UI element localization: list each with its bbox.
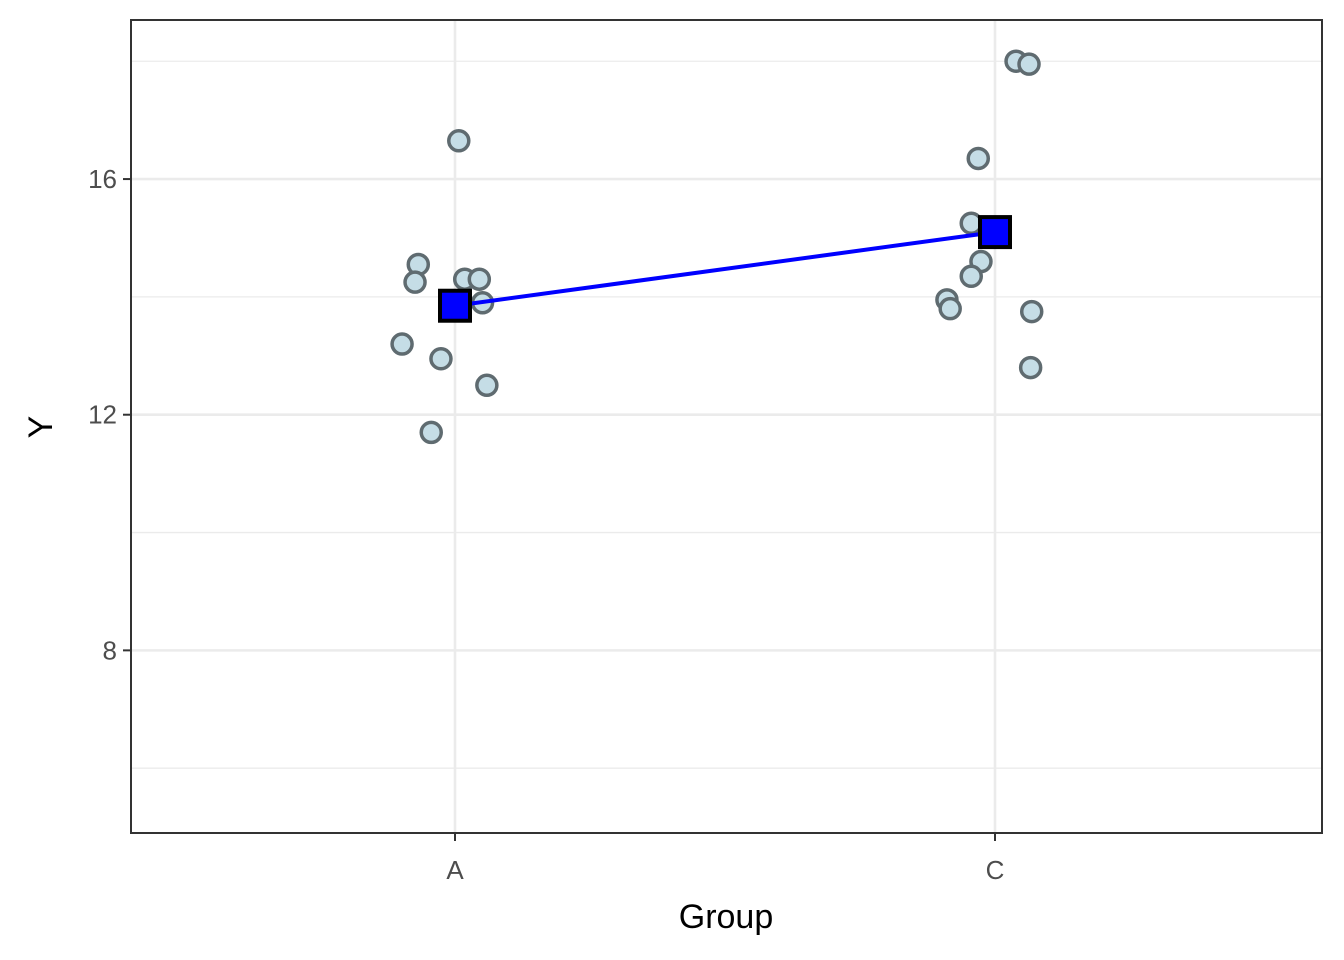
gridlines — [131, 20, 1322, 833]
y-tick-label: 8 — [103, 635, 117, 665]
data-point — [1019, 299, 1044, 324]
mean-marker — [978, 215, 1012, 250]
data-point — [1017, 52, 1041, 76]
means-line — [454, 230, 996, 308]
panel-border — [130, 19, 1323, 834]
y-tick-label: 16 — [88, 164, 117, 194]
data-point — [429, 347, 453, 371]
group-means — [438, 215, 1012, 323]
x-tick-label: A — [446, 855, 464, 885]
data-point — [390, 332, 414, 356]
mean-marker — [438, 288, 472, 323]
y-tick-label: 12 — [88, 400, 117, 430]
data-point — [475, 373, 499, 398]
data-point — [447, 129, 471, 153]
data-point — [403, 270, 427, 294]
axes: 8 12 16 A C — [88, 164, 1004, 885]
data-point — [1018, 355, 1043, 380]
data-point — [938, 296, 962, 321]
panel-background — [131, 20, 1322, 833]
y-axis-title: Y — [22, 416, 60, 439]
x-tick-label: C — [986, 855, 1005, 885]
jitter-points — [390, 49, 1044, 445]
data-point — [467, 267, 492, 291]
data-point — [966, 146, 991, 171]
data-point — [419, 420, 443, 445]
x-axis-title: Group — [679, 898, 774, 936]
data-point — [959, 264, 983, 289]
